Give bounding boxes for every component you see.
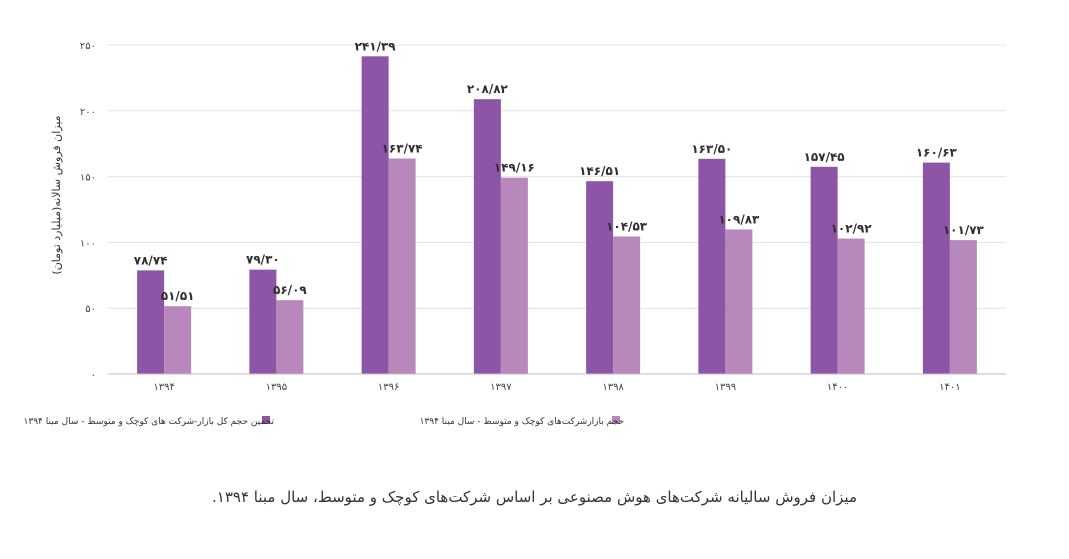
legend-label-series-2: حجم بازارشرکت‌های کوچک و متوسط - سال مبن… — [420, 417, 624, 427]
bar-series-2 — [949, 240, 977, 374]
bar-series-2 — [164, 306, 192, 374]
bar-series-1 — [698, 158, 726, 374]
y-tick-label: ۲۵۰ — [80, 41, 96, 52]
x-tick-label: ۱۴۰۱ — [939, 382, 960, 393]
x-tick-label: ۱۳۹۷ — [490, 382, 512, 393]
data-label-series-1: ۱۶۳/۵۰ — [691, 142, 732, 156]
data-label-series-1: ۱۵۷/۴۵ — [804, 150, 845, 164]
bar-series-1 — [473, 99, 501, 375]
bar-series-2 — [500, 177, 528, 374]
data-label-series-1: ۲۰۸/۸۲ — [467, 82, 509, 96]
bar-series-2 — [837, 238, 865, 374]
y-tick-label: ۰ — [91, 370, 96, 381]
data-label-series-2: ۱۶۳/۷۴ — [382, 142, 423, 156]
legend-swatch-series-1 — [262, 416, 270, 424]
x-tick-label: ۱۳۹۸ — [602, 382, 624, 393]
data-label-series-1: ۷۹/۳۰ — [246, 253, 280, 267]
figure-caption: میزان فروش سالیانه شرکت‌های هوش مصنوعی ب… — [212, 488, 857, 506]
data-label-series-2: ۵۱/۵۱ — [161, 289, 195, 303]
x-axis-tick-labels: ۱۳۹۴ ۱۳۹۵ ۱۳۹۶ ۱۳۹۷ ۱۳۹۸ ۱۳۹۹ ۱۴۰۰ ۱۴۰۱ — [153, 382, 960, 393]
data-label-series-2: ۱۰۹/۸۳ — [718, 212, 760, 226]
bar-series-1 — [586, 181, 614, 374]
legend: تخمین حجم کل بازار-شرکت های کوچک و متوسط… — [24, 416, 624, 427]
data-label-series-1: ۲۴۱/۳۹ — [355, 39, 397, 53]
data-label-series-2: ۱۰۴/۵۳ — [606, 219, 648, 233]
bar-series-1 — [922, 162, 950, 374]
x-tick-label: ۱۳۹۴ — [153, 382, 174, 393]
gridlines — [108, 44, 1006, 309]
data-label-series-1: ۱۴۶/۵۱ — [579, 164, 620, 178]
bar-series-2 — [276, 300, 304, 374]
bar-series-2 — [613, 236, 641, 374]
bars — [137, 56, 977, 375]
data-label-series-2: ۱۰۲/۹۲ — [831, 222, 873, 236]
y-tick-label: ۵۰ — [85, 304, 96, 315]
bar-series-1 — [361, 56, 389, 375]
x-tick-label: ۱۳۹۹ — [715, 382, 736, 393]
data-label-series-2: ۱۰۱/۷۳ — [943, 223, 985, 237]
x-tick-label: ۱۳۹۵ — [266, 382, 287, 393]
data-label-series-2: ۱۴۹/۱۶ — [494, 161, 535, 175]
bar-series-1 — [137, 270, 165, 374]
y-tick-label: ۱۰۰ — [80, 238, 96, 249]
y-tick-label: ۲۰۰ — [80, 107, 96, 118]
y-axis-title: میزان فروش سالانه(میلیارد تومان) — [50, 115, 63, 274]
legend-swatch-series-2 — [612, 416, 620, 424]
data-label-series-2: ۵۶/۰۹ — [273, 283, 307, 297]
legend-label-series-1: تخمین حجم کل بازار-شرکت های کوچک و متوسط… — [24, 417, 275, 427]
sales-bar-chart: ۰ ۵۰ ۱۰۰ ۱۵۰ ۲۰۰ ۲۵۰ ۷۸/۷۴ ۵۱/۵۱ ۷۹/۳۰ ۵۶/۰۹ ۲۴۱/… — [24, 39, 1006, 427]
bar-series-2 — [388, 158, 416, 374]
x-tick-label: ۱۳۹۶ — [378, 382, 399, 393]
bar-series-2 — [725, 229, 753, 374]
y-tick-label: ۱۵۰ — [80, 173, 96, 184]
bar-series-1 — [249, 269, 277, 374]
x-tick-label: ۱۴۰۰ — [827, 382, 848, 393]
y-axis-tick-labels: ۰ ۵۰ ۱۰۰ ۱۵۰ ۲۰۰ ۲۵۰ — [80, 41, 96, 381]
data-label-series-1: ۱۶۰/۶۳ — [916, 146, 958, 160]
data-label-series-1: ۷۸/۷۴ — [134, 253, 168, 267]
bar-series-1 — [810, 166, 838, 374]
data-labels: ۷۸/۷۴ ۵۱/۵۱ ۷۹/۳۰ ۵۶/۰۹ ۲۴۱/۳۹ ۱۶۳/۷۴ ۲۰۸/۸۲ ۱۴… — [134, 39, 985, 303]
